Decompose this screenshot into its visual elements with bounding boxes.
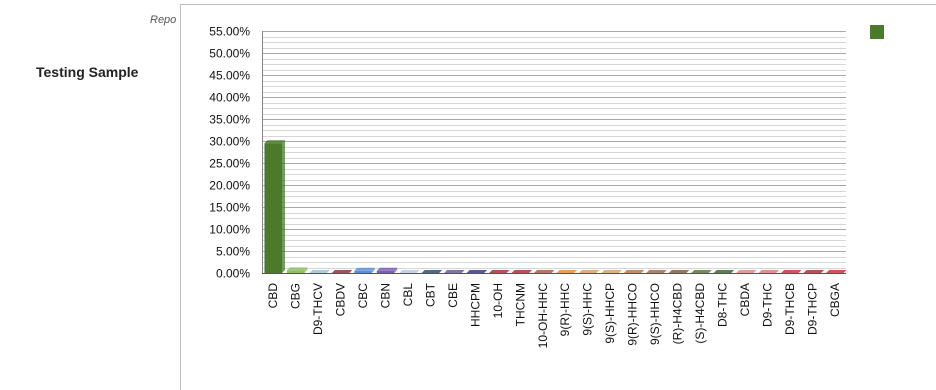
bar-cap bbox=[579, 270, 600, 273]
bar-cap bbox=[467, 270, 488, 273]
bar-cap bbox=[512, 270, 533, 273]
bar-D9-THCP bbox=[804, 270, 825, 273]
bar-9(S)-HHC bbox=[579, 270, 600, 273]
bar-cap bbox=[646, 270, 667, 273]
bar-CBT bbox=[422, 270, 443, 273]
y-tick-label: 10.00% bbox=[209, 223, 250, 237]
bar-cap bbox=[332, 270, 353, 273]
bar-cap bbox=[422, 270, 443, 273]
bar-cap bbox=[714, 270, 735, 273]
bar-CBE bbox=[444, 270, 465, 273]
category-label: 10-OH bbox=[491, 283, 505, 318]
bar-cap bbox=[669, 270, 690, 273]
category-label: CBC bbox=[356, 283, 370, 309]
bar-cap bbox=[309, 270, 330, 273]
bar-cap bbox=[377, 268, 398, 271]
bar-10-OH-HHC bbox=[534, 270, 555, 273]
category-label: (S)-H4CBD bbox=[693, 283, 707, 344]
bar-cap bbox=[399, 270, 420, 273]
bar-D9-THC bbox=[759, 270, 780, 273]
bar-CBDA bbox=[736, 270, 757, 273]
bar-CBDV bbox=[332, 270, 353, 273]
bar-D8-THC bbox=[714, 270, 735, 273]
category-label: 9(R)-HHCO bbox=[626, 283, 640, 346]
bar-front bbox=[354, 271, 372, 273]
bar-cap bbox=[691, 270, 712, 273]
category-label: CBL bbox=[401, 283, 415, 307]
bar-cap bbox=[601, 270, 622, 273]
category-label: THCNM bbox=[513, 283, 527, 326]
bar-THCNM bbox=[512, 270, 533, 273]
bar-9(R)-HHCO bbox=[624, 270, 645, 273]
y-tick-label: 35.00% bbox=[209, 113, 250, 127]
category-label: 9(S)-HHCO bbox=[648, 283, 662, 345]
category-label: 10-OH-HHC bbox=[536, 283, 550, 349]
bar-cap bbox=[781, 270, 802, 273]
y-tick-label: 15.00% bbox=[209, 201, 250, 215]
category-label: CBG bbox=[289, 283, 303, 309]
bar-cap bbox=[826, 270, 847, 273]
bar-front bbox=[287, 270, 305, 273]
bar-cap bbox=[759, 270, 780, 273]
category-label: CBDV bbox=[334, 283, 348, 316]
category-label: D9-THCB bbox=[783, 283, 797, 335]
bar-10-OH bbox=[489, 270, 510, 273]
bar-HHCPM bbox=[467, 270, 488, 273]
bar-CBGA bbox=[826, 270, 847, 273]
category-label: CBE bbox=[446, 283, 460, 308]
category-label: CBT bbox=[423, 282, 437, 307]
category-label: D9-THCV bbox=[311, 283, 325, 335]
y-tick-label: 20.00% bbox=[209, 179, 250, 193]
y-tick-label: 0.00% bbox=[216, 267, 250, 281]
bar-front bbox=[377, 271, 395, 273]
bar-(S)-H4CBD bbox=[691, 270, 712, 273]
category-label: (R)-H4CBD bbox=[671, 283, 685, 345]
category-label: 9(R)-HHC bbox=[558, 283, 572, 337]
bar-D9-THCB bbox=[781, 270, 802, 273]
bar-CBC bbox=[354, 268, 375, 273]
bar-(R)-H4CBD bbox=[669, 270, 690, 273]
category-label: D9-THCP bbox=[805, 283, 819, 335]
y-tick-label: 30.00% bbox=[209, 135, 250, 149]
bar-cap bbox=[354, 268, 375, 271]
category-label: D9-THC bbox=[760, 283, 774, 327]
y-tick-label: 40.00% bbox=[209, 91, 250, 105]
y-tick-label: 55.00% bbox=[209, 25, 250, 39]
bar-CBG bbox=[287, 267, 308, 273]
bar-cap bbox=[736, 270, 757, 273]
category-label: CBDA bbox=[738, 283, 752, 316]
category-label: 9(S)-HHC bbox=[581, 283, 595, 336]
y-tick-label: 25.00% bbox=[209, 157, 250, 171]
category-label: CBD bbox=[266, 283, 280, 309]
bar-CBL bbox=[399, 270, 420, 273]
y-tick-label: 45.00% bbox=[209, 69, 250, 83]
bar-CBD bbox=[264, 140, 285, 273]
bar-cap bbox=[624, 270, 645, 273]
bar-cap bbox=[287, 267, 308, 270]
category-label: CBGA bbox=[828, 283, 842, 317]
bar-D9-THCV bbox=[309, 270, 330, 273]
category-label: CBN bbox=[379, 283, 393, 308]
bar-CBN bbox=[377, 268, 398, 273]
category-label: D8-THC bbox=[715, 283, 729, 327]
bar-side bbox=[282, 140, 285, 273]
bar-cap bbox=[556, 270, 577, 273]
bar-cap bbox=[804, 270, 825, 273]
bar-front bbox=[264, 143, 282, 273]
y-tick-label: 5.00% bbox=[216, 245, 250, 259]
category-label: HHCPM bbox=[468, 283, 482, 327]
category-label: 9(S)-HHCP bbox=[603, 283, 617, 344]
y-tick-label: 50.00% bbox=[209, 47, 250, 61]
bar-cap bbox=[264, 140, 285, 143]
bar-cap bbox=[444, 270, 465, 273]
bar-9(S)-HHCP bbox=[601, 270, 622, 273]
bar-cap bbox=[534, 270, 555, 273]
bar-9(R)-HHC bbox=[556, 270, 577, 273]
bar-cap bbox=[489, 270, 510, 273]
bar-9(S)-HHCO bbox=[646, 270, 667, 273]
